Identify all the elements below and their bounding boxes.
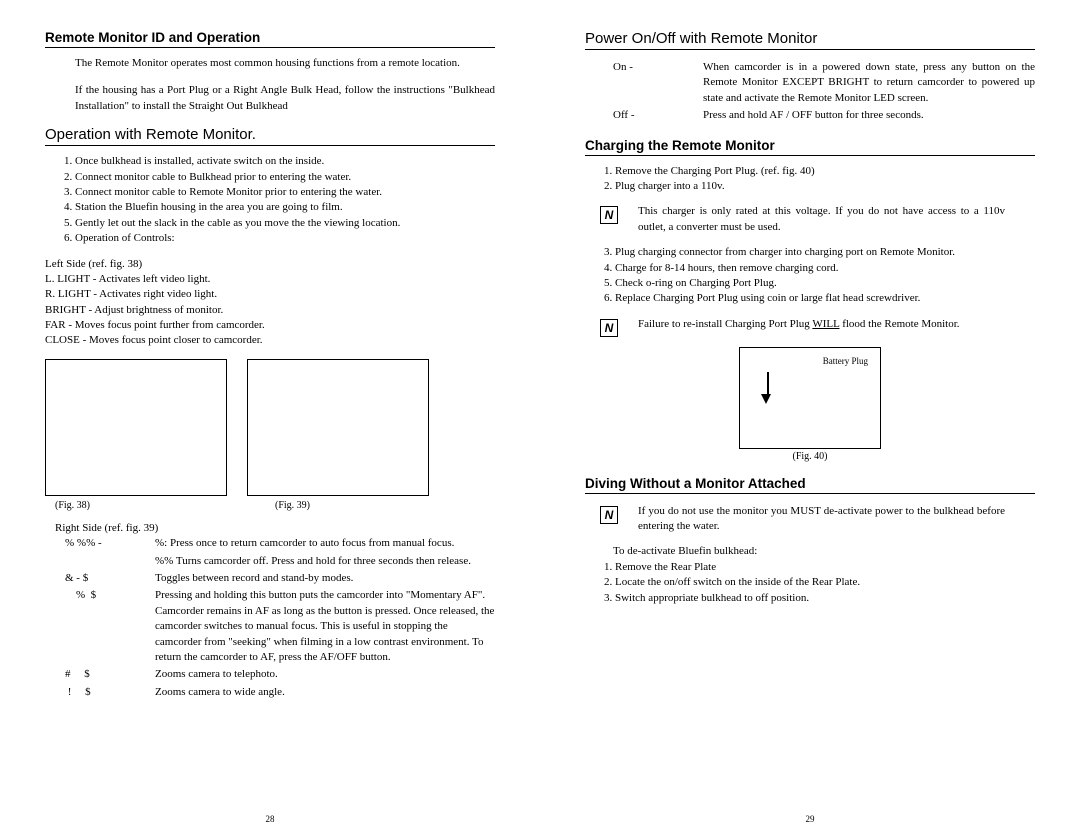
power-off-row: Off - Press and hold AF / OFF button for…: [613, 108, 1035, 123]
warning-icon: N: [600, 319, 618, 337]
charge-steps-2: Plug charging connector from charger int…: [585, 245, 1035, 307]
control-row-2: %% Turns camcorder off. Press and hold f…: [65, 554, 495, 569]
figure-captions: (Fig. 38) (Fig. 39): [45, 500, 495, 511]
fig-40-caption: (Fig. 40): [740, 451, 880, 462]
left-side-line-2: R. LIGHT - Activates right video light.: [45, 287, 495, 302]
step-2: Connect monitor cable to Bulkhead prior …: [75, 170, 495, 185]
heading-power-onoff: Power On/Off with Remote Monitor: [585, 30, 1035, 50]
charge-step-1: Remove the Charging Port Plug. (ref. fig…: [615, 164, 1035, 179]
deact-step-2: Locate the on/off switch on the inside o…: [615, 575, 1035, 590]
arrow-down-icon: [765, 372, 771, 404]
page-number-right: 29: [806, 814, 815, 824]
deactivate-intro: To de-activate Bluefin bulkhead:: [613, 544, 1035, 559]
power-on-row: On - When camcorder is in a powered down…: [613, 60, 1035, 106]
left-side-line-5: CLOSE - Moves focus point closer to camc…: [45, 333, 495, 348]
figure-39-box: [247, 359, 429, 496]
step-1: Once bulkhead is installed, activate swi…: [75, 154, 495, 169]
charge-steps-1: Remove the Charging Port Plug. (ref. fig…: [585, 164, 1035, 195]
battery-plug-label: Battery Plug: [823, 356, 868, 366]
right-side-heading: Right Side (ref. fig. 39): [55, 521, 495, 536]
deact-step-1: Remove the Rear Plate: [615, 560, 1035, 575]
control-row-1: % %% - %: Press once to return camcorder…: [65, 536, 495, 551]
intro-paragraph-2: If the housing has a Port Plug or a Righ…: [45, 83, 495, 114]
figure-40-box: Battery Plug: [739, 347, 881, 449]
figure-38-box: [45, 359, 227, 496]
left-side-line-4: FAR - Moves focus point further from cam…: [45, 318, 495, 333]
controls-table: % %% - %: Press once to return camcorder…: [65, 536, 495, 700]
left-side-line-3: BRIGHT - Adjust brightness of monitor.: [45, 303, 495, 318]
charge-step-2: Plug charger into a 110v.: [615, 179, 1035, 194]
control-row-6: ! $ Zooms camera to wide angle.: [65, 685, 495, 700]
left-page: Remote Monitor ID and Operation The Remo…: [0, 0, 540, 834]
heading-remote-monitor-id: Remote Monitor ID and Operation: [45, 30, 495, 48]
step-3: Connect monitor cable to Remote Monitor …: [75, 185, 495, 200]
charge-step-3: Plug charging connector from charger int…: [615, 245, 1035, 260]
left-side-heading: Left Side (ref. fig. 38): [45, 257, 495, 272]
charge-step-6: Replace Charging Port Plug using coin or…: [615, 291, 1035, 306]
control-row-4: % $ Pressing and holding this button put…: [65, 588, 495, 665]
step-6: Operation of Controls:: [75, 231, 495, 246]
control-row-3: & - $ Toggles between record and stand-b…: [65, 571, 495, 586]
charge-step-4: Charge for 8-14 hours, then remove charg…: [615, 261, 1035, 276]
warning-icon: N: [600, 506, 618, 524]
note-deactivate: N If you do not use the monitor you MUST…: [585, 504, 1035, 535]
intro-paragraph-1: The Remote Monitor operates most common …: [45, 56, 495, 71]
note-voltage: N This charger is only rated at this vol…: [585, 204, 1035, 235]
right-page: Power On/Off with Remote Monitor On - Wh…: [540, 0, 1080, 834]
operation-steps: Once bulkhead is installed, activate swi…: [45, 154, 495, 246]
figure-row: [45, 359, 495, 496]
fig-38-caption: (Fig. 38): [45, 500, 255, 511]
heading-operation: Operation with Remote Monitor.: [45, 126, 495, 146]
left-side-line-1: L. LIGHT - Activates left video light.: [45, 272, 495, 287]
deact-step-3: Switch appropriate bulkhead to off posit…: [615, 591, 1035, 606]
heading-charging: Charging the Remote Monitor: [585, 138, 1035, 156]
step-5: Gently let out the slack in the cable as…: [75, 216, 495, 231]
charge-step-5: Check o-ring on Charging Port Plug.: [615, 276, 1035, 291]
control-row-5: # $ Zooms camera to telephoto.: [65, 667, 495, 682]
heading-diving-without: Diving Without a Monitor Attached: [585, 476, 1035, 494]
power-table: On - When camcorder is in a powered down…: [613, 60, 1035, 124]
note-flood: N Failure to re-install Charging Port Pl…: [585, 317, 1035, 337]
page-number-left: 28: [266, 814, 275, 824]
deactivate-steps: Remove the Rear Plate Locate the on/off …: [585, 560, 1035, 606]
note-flood-text: Failure to re-install Charging Port Plug…: [638, 317, 990, 337]
warning-icon: N: [600, 206, 618, 224]
fig-39-caption: (Fig. 39): [275, 500, 475, 511]
step-4: Station the Bluefin housing in the area …: [75, 200, 495, 215]
